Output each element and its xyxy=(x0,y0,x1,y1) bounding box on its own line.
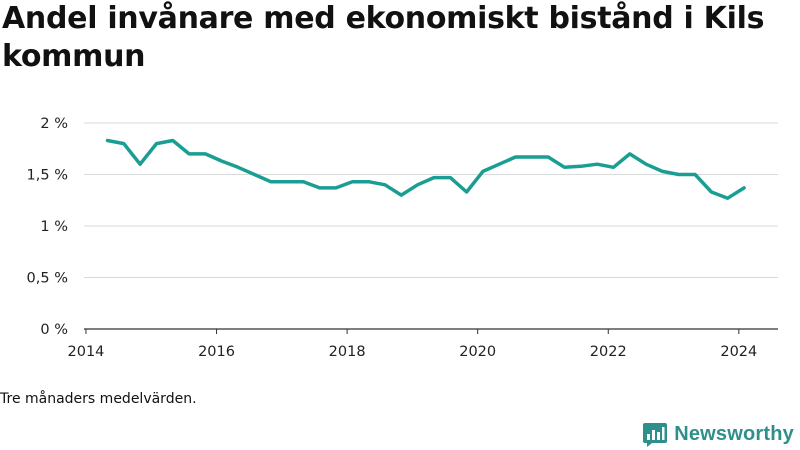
x-axis: 0 % 0,5 % 1 % 1,5 % 2 % 2014 2016 2018 2020 2022 2… xyxy=(27,116,758,360)
data-point xyxy=(676,172,681,177)
series-line xyxy=(105,138,746,200)
data-point xyxy=(334,185,339,190)
data-point xyxy=(236,165,241,170)
x-tick-label: 2016 xyxy=(198,344,235,360)
data-point xyxy=(285,179,290,184)
y-tick-label: 1 % xyxy=(40,219,68,235)
data-point xyxy=(725,196,730,201)
data-point xyxy=(138,162,143,167)
data-point xyxy=(464,190,469,195)
x-tick-label: 2018 xyxy=(329,344,366,360)
y-tick-label: 0,5 % xyxy=(27,271,68,287)
data-point xyxy=(693,172,698,177)
y-tick-label: 2 % xyxy=(40,116,68,132)
data-point xyxy=(578,164,583,169)
brand-name: Newsworthy xyxy=(674,422,794,445)
data-point xyxy=(317,185,322,190)
data-point xyxy=(529,155,534,160)
data-point xyxy=(627,151,632,156)
data-point xyxy=(595,162,600,167)
data-point xyxy=(252,172,257,177)
x-tick-label: 2014 xyxy=(68,344,105,360)
grid-layer xyxy=(84,122,778,330)
brand-logo: Newsworthy xyxy=(642,420,794,448)
x-tick-label: 2020 xyxy=(459,344,496,360)
series-layer xyxy=(105,138,747,201)
data-point xyxy=(219,159,224,164)
data-point xyxy=(480,169,485,174)
data-point xyxy=(121,141,126,146)
chart-note: Tre månaders medelvärden. xyxy=(0,391,197,407)
data-point xyxy=(399,193,404,198)
chart-title: Andel invånare med ekonomiskt bistånd i … xyxy=(2,1,765,74)
data-point xyxy=(513,155,518,160)
data-point xyxy=(105,138,110,143)
x-tick-label: 2022 xyxy=(590,344,627,360)
y-tick-label: 0 % xyxy=(40,322,68,338)
data-point xyxy=(709,190,714,195)
data-point xyxy=(366,179,371,184)
data-point xyxy=(431,175,436,180)
y-tick-label: 1,5 % xyxy=(27,168,68,184)
data-point xyxy=(546,155,551,160)
data-point xyxy=(742,185,747,190)
data-point xyxy=(203,151,208,156)
data-point xyxy=(301,179,306,184)
data-point xyxy=(154,141,159,146)
data-point xyxy=(497,162,502,167)
data-point xyxy=(350,179,355,184)
data-point xyxy=(268,179,273,184)
data-point xyxy=(611,165,616,170)
data-point xyxy=(187,151,192,156)
data-point xyxy=(415,182,420,187)
data-point xyxy=(383,182,388,187)
data-point xyxy=(644,162,649,167)
x-tick-label: 2024 xyxy=(720,344,757,360)
data-point xyxy=(660,169,665,174)
data-point xyxy=(170,138,175,143)
bar-chart-speech-icon xyxy=(643,423,668,447)
data-point xyxy=(562,165,567,170)
data-point xyxy=(448,175,453,180)
